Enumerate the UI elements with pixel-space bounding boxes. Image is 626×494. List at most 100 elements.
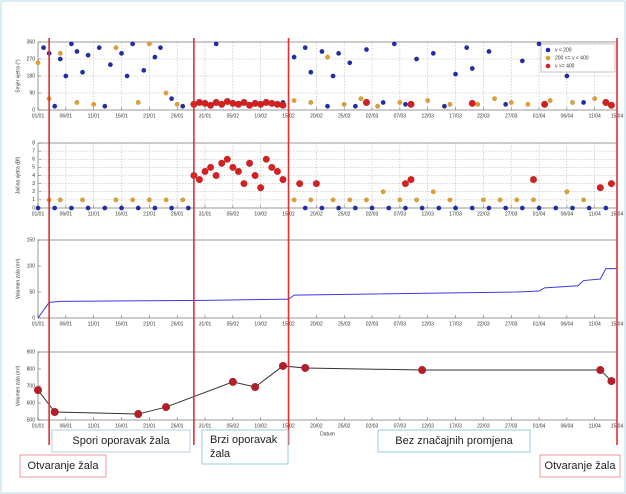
- point: [279, 101, 287, 109]
- x-tick-label: 07/03: [394, 113, 407, 119]
- point: [497, 197, 503, 203]
- point: [135, 205, 141, 211]
- point: [279, 176, 287, 184]
- point: [536, 41, 542, 47]
- point: [296, 180, 304, 188]
- point: [308, 69, 314, 75]
- x-tick-label: 01/01: [32, 321, 45, 327]
- x-tick-label: 07/03: [394, 211, 407, 217]
- point: [212, 171, 220, 180]
- annotation-box: [51, 429, 191, 453]
- y-tick-label: 8: [32, 140, 35, 146]
- x-tick-label: 16/01: [115, 113, 128, 119]
- point: [425, 98, 431, 104]
- x-tick-label: 22/03: [477, 113, 490, 119]
- point: [525, 101, 531, 107]
- point: [174, 101, 180, 107]
- point: [325, 103, 330, 109]
- x-tick-label: 01/01: [32, 211, 45, 217]
- x-tick-label: 11/04: [589, 321, 601, 327]
- marker: [134, 410, 143, 419]
- plot-area: [37, 351, 618, 421]
- point: [302, 45, 308, 51]
- point: [85, 52, 91, 58]
- point: [185, 205, 191, 211]
- x-tick-label: 11/01: [88, 211, 100, 217]
- legend-marker: [545, 47, 551, 53]
- point: [102, 205, 108, 211]
- point: [330, 197, 336, 203]
- point: [519, 58, 525, 64]
- x-tick-label: 20/02: [310, 113, 323, 119]
- x-tick-label: 12/03: [421, 211, 434, 217]
- x-tick-label: 01/04: [533, 211, 546, 217]
- x-tick-label: 05/02: [227, 211, 240, 217]
- x-tick-label: 05/02: [227, 321, 240, 327]
- annotation: Bez značajnih promjena: [395, 435, 513, 447]
- x-tick-label: 27/03: [505, 211, 518, 217]
- point: [441, 103, 447, 109]
- point: [358, 96, 364, 102]
- point: [341, 101, 347, 107]
- point: [375, 103, 381, 109]
- annotation: Otvaranje žala: [28, 460, 100, 472]
- legend-marker: [545, 63, 551, 69]
- annotation: Brzi oporavak žala: [210, 434, 278, 460]
- x-tick-label: 11/01: [88, 321, 100, 327]
- point: [74, 48, 80, 54]
- point: [347, 197, 353, 203]
- x-tick-label: 12/03: [421, 321, 434, 327]
- point: [262, 155, 270, 163]
- annotation: Otvaranje žala: [545, 460, 617, 472]
- point: [74, 99, 80, 105]
- x-tick-label: 22/03: [477, 321, 490, 327]
- point: [229, 163, 237, 171]
- point: [519, 205, 525, 211]
- x-tick-label: 31/01: [199, 423, 212, 429]
- x-tick-label: 10/02: [254, 211, 267, 217]
- point: [91, 101, 97, 107]
- point: [503, 205, 509, 211]
- x-axis-label: Datum: [320, 431, 335, 437]
- x-tick-label: 27/03: [505, 423, 518, 429]
- annotation-box: [539, 454, 621, 478]
- point: [453, 205, 458, 211]
- point: [240, 98, 248, 106]
- point: [397, 99, 403, 105]
- x-tick-label: 25/02: [338, 321, 351, 327]
- point: [330, 73, 336, 79]
- point: [319, 48, 325, 54]
- x-tick-label: 06/04: [561, 211, 574, 217]
- point: [107, 62, 113, 68]
- point: [464, 45, 470, 51]
- x-tick-label: 26/01: [171, 321, 184, 327]
- point: [352, 103, 358, 109]
- point: [113, 197, 119, 203]
- x-tick-label: 25/02: [338, 423, 351, 429]
- marker: [418, 366, 427, 375]
- x-tick-label: 26/01: [171, 211, 184, 217]
- point: [35, 60, 41, 66]
- point: [486, 205, 492, 211]
- x-tick-label: 06/01: [60, 423, 73, 429]
- point: [291, 197, 297, 203]
- marker: [50, 408, 59, 417]
- y-tick-label: 5: [32, 165, 35, 171]
- x-tick-label: 06/04: [561, 321, 574, 327]
- x-tick-label: 12/03: [421, 423, 434, 429]
- point: [469, 65, 475, 71]
- y-axis-label: Volumen zala (m³): [15, 365, 21, 406]
- point: [240, 180, 248, 188]
- point: [325, 54, 330, 60]
- point: [529, 176, 538, 184]
- point: [223, 155, 231, 163]
- point: [152, 205, 158, 211]
- point: [319, 205, 325, 211]
- y-tick-label: 600: [27, 400, 36, 406]
- point: [52, 103, 58, 109]
- y-tick-label: 100: [27, 263, 36, 269]
- x-tick-label: 22/03: [477, 211, 490, 217]
- y-tick-label: 700: [27, 383, 36, 389]
- x-tick-label: 01/04: [533, 423, 546, 429]
- point: [603, 205, 609, 211]
